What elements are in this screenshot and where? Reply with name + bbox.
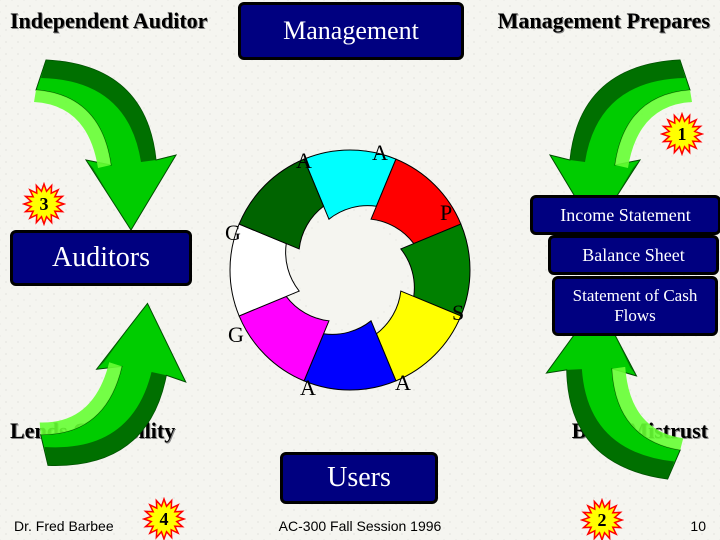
box-cash-flows: Statement of Cash Flows bbox=[552, 276, 718, 336]
starburst-label: 3 bbox=[22, 182, 66, 226]
diagram-stage: Independent Auditor Management Prepares … bbox=[0, 0, 720, 540]
starburst-3: 3 bbox=[22, 182, 62, 222]
box-income-statement: Income Statement bbox=[530, 195, 720, 235]
box-balance-sheet: Balance Sheet bbox=[548, 235, 719, 275]
cycle-seg-label: A bbox=[296, 148, 312, 174]
box-auditors: Auditors bbox=[10, 230, 192, 286]
starburst-label: 1 bbox=[660, 112, 704, 156]
cycle-seg-label: P bbox=[440, 200, 452, 226]
cycle-seg-label: A bbox=[372, 140, 388, 166]
cycle-seg-label: G bbox=[225, 220, 241, 246]
starburst-1: 1 bbox=[660, 112, 700, 152]
cycle-seg-label: A bbox=[300, 375, 316, 401]
box-management: Management bbox=[238, 2, 464, 60]
footer-right: 10 bbox=[690, 518, 706, 534]
cycle-seg-label: S bbox=[452, 300, 464, 326]
footer-center: AC-300 Fall Session 1996 bbox=[0, 518, 720, 534]
box-users: Users bbox=[280, 452, 438, 504]
cycle-seg-label: A bbox=[395, 370, 411, 396]
cycle-seg-label: G bbox=[228, 322, 244, 348]
